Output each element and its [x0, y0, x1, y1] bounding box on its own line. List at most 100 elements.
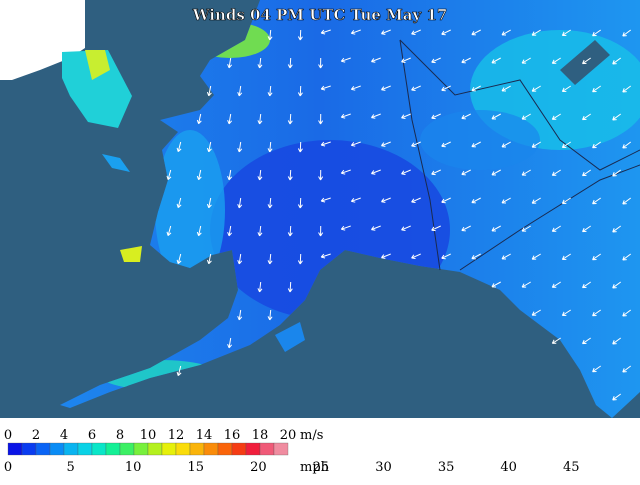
borders	[399, 39, 640, 271]
legend-swatch	[203, 442, 219, 456]
wind-arrow	[381, 197, 391, 203]
wind-arrows	[166, 29, 632, 401]
wind-arrow	[257, 225, 263, 237]
wind-arrow	[561, 29, 571, 36]
wind-arrow	[622, 253, 632, 261]
wind-arrow	[441, 29, 451, 36]
wind-arrow	[206, 141, 212, 153]
wind-arrow	[582, 337, 591, 345]
mph-tick-label: 10	[125, 460, 142, 475]
wind-arrow	[561, 197, 571, 204]
wind-arrow	[257, 281, 263, 293]
wind-arrow	[381, 29, 391, 35]
wind-arrow	[267, 141, 273, 153]
legend-swatch	[35, 442, 51, 456]
wind-arrow	[622, 309, 632, 317]
wind-arrow	[287, 113, 293, 125]
wind-arrow	[531, 141, 541, 148]
wind-arrow	[592, 141, 602, 149]
wind-arrow	[592, 29, 602, 37]
ms-tick-label: 12	[168, 428, 185, 443]
wind-arrow	[612, 281, 622, 289]
wind-arrow	[531, 197, 541, 204]
legend-swatch	[259, 442, 275, 456]
wind-arrow	[622, 141, 632, 149]
wind-arrow	[370, 113, 381, 119]
legend-swatch	[245, 442, 261, 456]
wind-arrow	[471, 253, 481, 260]
wind-arrow	[227, 225, 233, 237]
wind-arrow	[471, 197, 481, 204]
wind-arrow	[206, 253, 212, 265]
wind-arrow	[561, 141, 571, 148]
wind-arrow	[612, 113, 622, 121]
chukotka-land	[62, 50, 132, 128]
wind-arrow	[237, 309, 243, 321]
wind-arrow	[561, 309, 571, 316]
ms-tick-label: 4	[60, 428, 68, 443]
wind-arrow	[297, 253, 303, 265]
wind-arrow	[257, 169, 263, 181]
mph-tick-label: 15	[187, 460, 204, 475]
wind-arrow	[350, 197, 361, 203]
ms-tick-label: 16	[224, 428, 241, 443]
wind-arrow	[237, 253, 243, 265]
wind-arrow	[441, 85, 451, 92]
wind-arrow	[320, 197, 331, 203]
wind-arrow	[401, 113, 411, 119]
chukotka-high-wind	[85, 50, 110, 80]
wind-arrow	[381, 253, 391, 259]
wind-arrow	[491, 113, 501, 120]
wind-arrow	[237, 85, 243, 97]
wind-arrow	[551, 57, 561, 64]
wind-arrow	[196, 169, 202, 181]
wind-arrow	[206, 197, 212, 209]
wind-arrow	[196, 225, 202, 237]
wind-arrow	[320, 85, 331, 91]
legend-swatch	[147, 442, 163, 456]
legend-swatch	[77, 442, 93, 456]
wind-arrow	[411, 29, 421, 36]
mph-tick-label: 25	[313, 460, 330, 475]
legend-swatch	[189, 442, 205, 456]
wind-arrow	[521, 57, 531, 64]
wind-arrow	[531, 309, 541, 316]
wind-arrow	[461, 225, 471, 232]
wind-arrow	[381, 141, 391, 147]
unit-label: mph	[300, 460, 330, 475]
color-legend: m/s mph 0 2 4 6 8 10 12 14 16 18 20 0 5 10 15 20 25 30 35 4…	[4, 428, 580, 475]
legend-swatch	[133, 442, 149, 456]
wind-arrow	[551, 113, 561, 120]
wind-arrow	[521, 169, 531, 176]
legend-swatch	[105, 442, 121, 456]
wind-arrow	[441, 253, 451, 260]
wind-arrow	[297, 29, 303, 41]
wind-arrow	[227, 337, 233, 349]
wind-arrow	[227, 113, 233, 125]
legend-swatch	[161, 442, 177, 456]
wind-arrow	[551, 281, 561, 288]
wind-arrow	[267, 309, 273, 321]
wind-arrow	[592, 197, 602, 205]
island	[120, 246, 142, 262]
wind-arrow	[582, 169, 591, 177]
ms-tick-label: 0	[4, 428, 12, 443]
wind-arrow	[297, 141, 303, 153]
legend-swatch	[217, 442, 233, 456]
wind-arrow	[612, 57, 622, 65]
wind-arrow	[551, 337, 561, 344]
wind-arrow	[582, 57, 591, 65]
wind-arrow	[561, 253, 571, 260]
wind-arrow	[461, 113, 471, 120]
wind-arrow	[431, 57, 441, 64]
wind-arrow	[441, 197, 451, 204]
ms-tick-label: 18	[252, 428, 269, 443]
wind-arrow	[196, 113, 202, 125]
legend-swatch	[273, 442, 289, 456]
wind-arrow	[318, 169, 324, 181]
wind-arrow	[551, 225, 561, 232]
wind-arrow	[267, 29, 273, 41]
wind-arrow	[592, 309, 602, 317]
wind-arrow	[267, 85, 273, 97]
wind-arrow	[340, 113, 351, 119]
